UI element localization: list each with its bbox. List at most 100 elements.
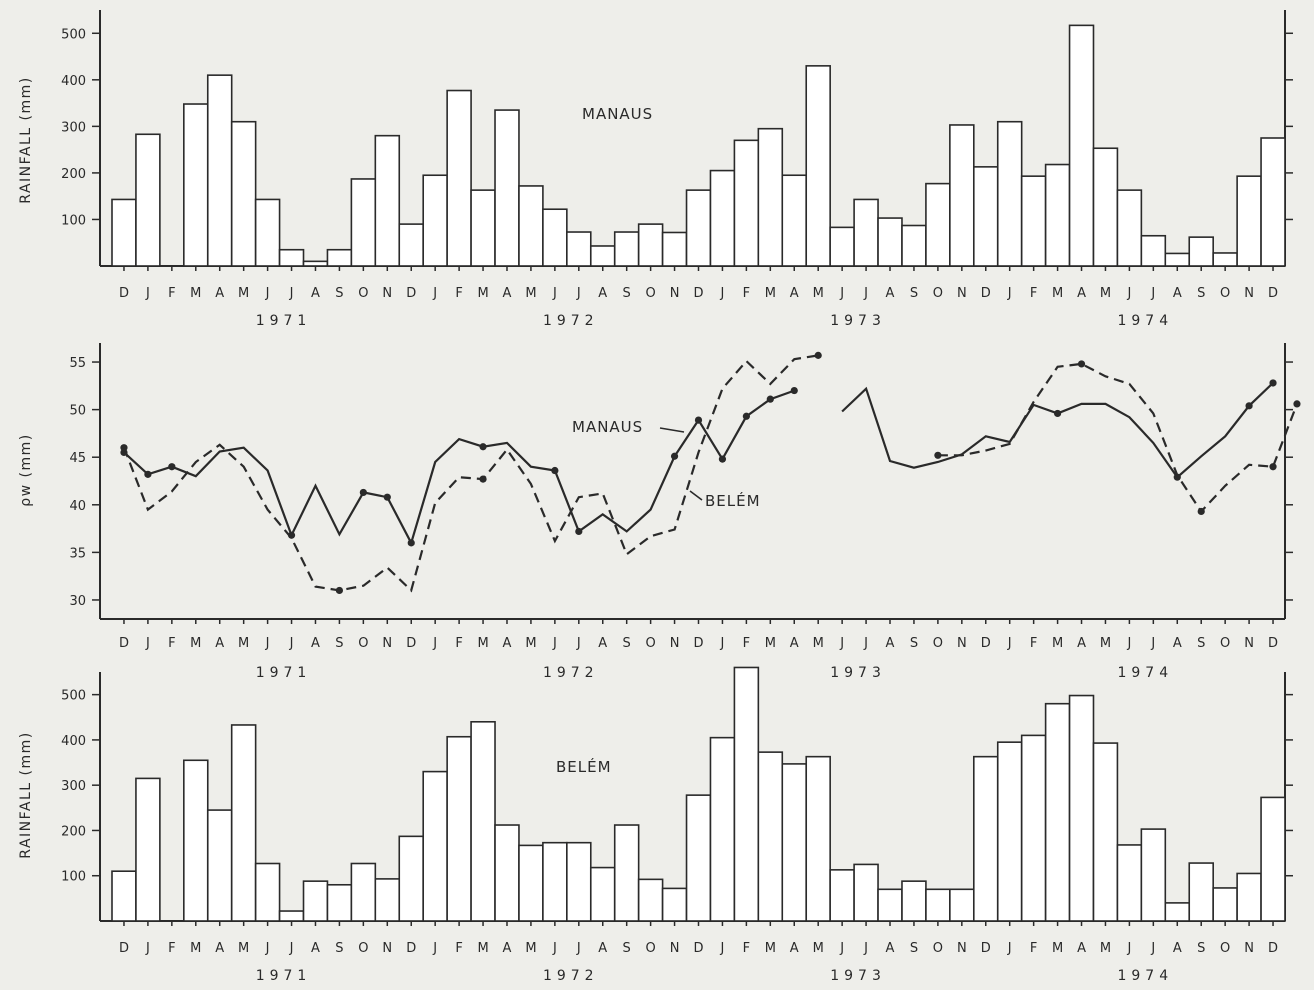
- rainfall-bar: [1020, 734, 1047, 922]
- rainfall-bar: [1092, 742, 1119, 922]
- rainfall-bar: [661, 887, 688, 922]
- month-tick-label: M: [190, 636, 201, 651]
- month-tick-label: A: [598, 636, 607, 651]
- y-tick-label: 55: [69, 356, 86, 371]
- month-tick-label: M: [238, 286, 249, 301]
- month-tick-label: A: [1173, 941, 1182, 956]
- y-tick-label: 500: [61, 689, 86, 704]
- month-tick-label: N: [957, 941, 967, 956]
- month-tick-label: A: [790, 636, 799, 651]
- month-tick-label: M: [477, 941, 488, 956]
- month-tick-label: J: [1007, 941, 1012, 956]
- top-y-axis-label: RAINFALL (mm): [18, 76, 34, 203]
- y-tick-label: 400: [61, 74, 86, 89]
- month-tick-label: A: [311, 286, 320, 301]
- rainfall-bar: [781, 174, 808, 267]
- month-tick-label: F: [743, 636, 750, 651]
- month-tick-label: S: [335, 636, 343, 651]
- rainfall-bar: [111, 198, 137, 267]
- month-tick-label: A: [215, 941, 224, 956]
- month-tick-label: D: [1268, 286, 1278, 301]
- month-tick-label: J: [265, 941, 270, 956]
- month-tick-label: D: [1268, 941, 1278, 956]
- rainfall-bar: [350, 178, 377, 267]
- rainfall-bar: [1236, 872, 1262, 922]
- rainfall-bar: [781, 763, 808, 922]
- belem-pw-point: [335, 586, 344, 595]
- rainfall-bar: [326, 883, 353, 922]
- month-tick-label: O: [933, 941, 943, 956]
- month-tick-label: M: [765, 941, 776, 956]
- month-tick-label: J: [1126, 636, 1131, 651]
- y-tick-label: 400: [61, 734, 86, 749]
- month-tick-label: J: [145, 636, 150, 651]
- manaus-pw-point: [383, 493, 391, 501]
- rainfall-bar: [542, 208, 568, 267]
- month-tick-label: J: [432, 286, 437, 301]
- rainfall-bar: [422, 770, 448, 922]
- y-tick-label: 300: [61, 120, 86, 135]
- rainfall-bar: [350, 862, 377, 922]
- month-tick-label: A: [503, 286, 512, 301]
- month-tick-label: N: [670, 286, 680, 301]
- rainfall-bar: [1020, 175, 1047, 267]
- manaus-pw-point: [144, 470, 152, 478]
- rainfall-bar: [302, 260, 329, 267]
- rainfall-bar: [996, 741, 1023, 922]
- rainfall-bar: [661, 231, 688, 267]
- month-tick-label: J: [552, 286, 557, 301]
- rainfall-bar: [1140, 828, 1167, 922]
- month-tick-label: J: [1150, 636, 1155, 651]
- rainfall-bar: [829, 226, 855, 267]
- month-tick-label: J: [432, 941, 437, 956]
- rainfall-bar: [1260, 137, 1286, 267]
- y-tick-label: 100: [61, 213, 86, 228]
- month-tick-label: J: [863, 286, 868, 301]
- rainfall-bar: [398, 223, 425, 267]
- rainfall-bar: [1140, 234, 1167, 267]
- month-tick-label: J: [1007, 636, 1012, 651]
- year-label: 1973: [830, 968, 886, 984]
- month-tick-label: J: [432, 636, 437, 651]
- month-tick-label: O: [358, 941, 368, 956]
- rainfall-bar: [470, 189, 496, 267]
- rainfall-bar: [949, 888, 975, 922]
- manaus-pw-point: [359, 488, 367, 497]
- month-tick-label: S: [623, 636, 631, 651]
- belem-pw-point: [814, 351, 822, 359]
- month-tick-label: D: [1268, 636, 1278, 651]
- month-tick-label: M: [525, 941, 536, 956]
- month-tick-label: O: [646, 941, 656, 956]
- rainfall-bar: [1044, 702, 1071, 922]
- rainfall-bar: [853, 198, 879, 267]
- month-tick-label: A: [790, 941, 799, 956]
- rainfall-bar: [230, 120, 257, 267]
- rainfall-bar: [518, 185, 544, 267]
- month-tick-label: A: [1077, 941, 1086, 956]
- month-tick-label: F: [168, 636, 175, 651]
- month-tick-label: J: [265, 636, 270, 651]
- rainfall-bar: [326, 248, 353, 267]
- rainfall-bar: [254, 862, 281, 922]
- month-tick-label: J: [552, 636, 557, 651]
- month-tick-label: M: [477, 286, 488, 301]
- y-tick-label: 50: [69, 404, 86, 419]
- month-tick-label: D: [119, 286, 129, 301]
- month-tick-label: M: [813, 636, 824, 651]
- belem-pw-point: [1077, 360, 1086, 368]
- rainfall-bar: [877, 888, 903, 922]
- manaus-pw-point: [168, 463, 176, 471]
- month-tick-label: O: [933, 286, 943, 301]
- month-tick-label: F: [168, 286, 175, 301]
- rainfall-bar: [494, 824, 520, 922]
- month-tick-label: S: [335, 286, 343, 301]
- month-tick-label: J: [289, 286, 294, 301]
- month-tick-label: S: [1197, 636, 1205, 651]
- month-tick-label: D: [981, 636, 991, 651]
- month-tick-label: A: [311, 941, 320, 956]
- year-label: 1973: [830, 665, 886, 681]
- year-label: 1974: [1117, 665, 1173, 681]
